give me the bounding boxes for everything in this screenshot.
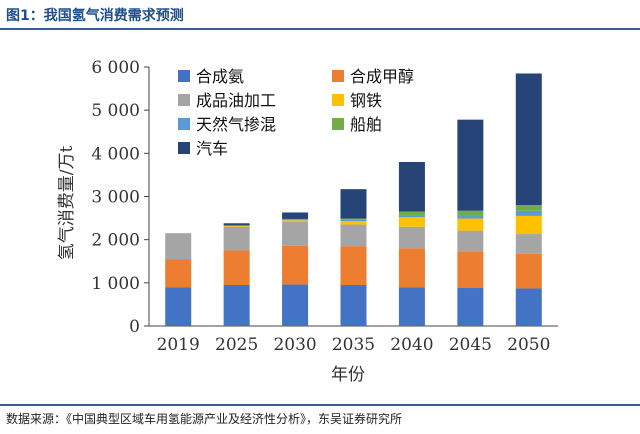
bar-segment (515, 288, 542, 326)
bar-segment (515, 215, 542, 235)
bar-segment (223, 250, 250, 285)
bar-segment (398, 211, 425, 216)
legend-swatch (178, 142, 190, 154)
bar-segment (223, 284, 250, 326)
legend-swatch (332, 94, 344, 106)
bar-segment (340, 189, 367, 219)
bar-segment (282, 219, 309, 221)
x-tick-label: 2019 (157, 335, 200, 355)
bar-segment (515, 73, 542, 206)
y-axis: 0 1 000 2 000 3 000 4 000 5 000 6 000 (91, 58, 150, 337)
bar-segment (282, 221, 309, 246)
x-tick-label: 2050 (507, 335, 550, 355)
x-tick-label: 2030 (273, 335, 316, 355)
figure-header: 图1：我国氢气消费需求预测 (0, 0, 640, 30)
bar-segment (165, 233, 192, 260)
footer-rule (0, 404, 640, 406)
legend-swatch (178, 118, 190, 130)
bar-segment (282, 212, 309, 219)
legend-label: 船舶 (350, 115, 382, 134)
bar-segment (282, 245, 309, 285)
bar-segment (398, 287, 425, 326)
bar-segment (398, 215, 425, 218)
bar-segment (340, 284, 367, 326)
header-rule (0, 28, 640, 30)
x-tick-label: 2045 (449, 335, 492, 355)
y-tick-label: 1 000 (91, 274, 140, 294)
bar-segment (457, 251, 484, 289)
x-tick-label: 2035 (332, 335, 375, 355)
legend-label: 合成甲醇 (350, 67, 414, 86)
bar-segment (340, 221, 367, 225)
bar-segment (340, 219, 367, 222)
source-note: 数据来源：《中国典型区域车用氢能源产业及经济性分析》，东吴证券研究所 (6, 412, 403, 426)
bar-segment (398, 226, 425, 249)
y-tick-label: 0 (129, 317, 140, 337)
bar-segment (398, 161, 425, 212)
legend-swatch (332, 118, 344, 130)
bar-segment (457, 288, 484, 326)
bar-segment (340, 224, 367, 247)
bar-segment (165, 259, 192, 288)
bars-layer (165, 73, 542, 326)
legend-label: 合成氨 (196, 67, 244, 86)
bar-segment (282, 284, 309, 326)
bar-segment (457, 215, 484, 219)
bar-segment (340, 246, 367, 285)
x-tick-label: 2025 (215, 335, 258, 355)
legend-swatch (332, 70, 344, 82)
bar-segment (515, 234, 542, 254)
bar-segment (282, 220, 309, 222)
bar-segment (457, 218, 484, 231)
bar-segment (165, 287, 192, 326)
y-axis-label: 氢气消费量/万t (57, 146, 77, 261)
bar-segment (223, 225, 250, 227)
bar-segment (457, 119, 484, 211)
bar-segment (398, 248, 425, 288)
bar-segment (515, 210, 542, 216)
y-tick-label: 2 000 (91, 231, 140, 251)
y-tick-label: 4 000 (91, 144, 140, 164)
legend-swatch (178, 70, 190, 82)
bar-segment (340, 218, 367, 220)
bar-segment (223, 226, 250, 251)
x-axis: 2019 2025 2030 2035 2040 2045 2050 (149, 325, 558, 355)
bar-segment (223, 223, 250, 226)
bar-segment (457, 230, 484, 252)
y-tick-label: 5 000 (91, 101, 140, 121)
legend-label: 天然气掺混 (196, 115, 276, 134)
legend-label: 钢铁 (350, 91, 382, 110)
x-axis-label: 年份 (331, 365, 365, 385)
figure-title: 图1：我国氢气消费需求预测 (6, 8, 184, 24)
bar-segment (398, 217, 425, 227)
bar-segment (457, 210, 484, 216)
y-tick-label: 6 000 (91, 58, 140, 78)
y-tick-label: 3 000 (91, 188, 140, 208)
bar-segment (515, 253, 542, 289)
legend-label: 成品油加工 (196, 91, 276, 110)
x-tick-label: 2040 (390, 335, 433, 355)
legend-swatch (178, 94, 190, 106)
bar-segment (515, 205, 542, 211)
legend-label: 汽车 (196, 139, 228, 158)
